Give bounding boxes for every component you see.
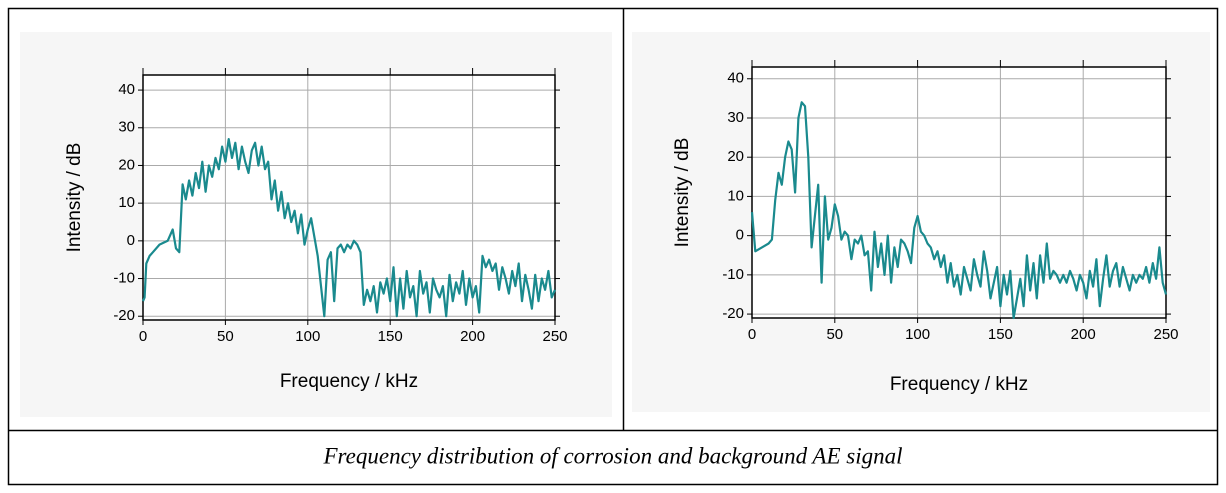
x-tick-label: 200 <box>460 328 485 345</box>
y-tick-label: -20 <box>113 307 135 324</box>
y-tick-label: 40 <box>727 70 744 87</box>
y-tick-label: -10 <box>722 266 744 283</box>
y-tick-label: 20 <box>727 148 744 165</box>
x-tick-label: 50 <box>217 328 234 345</box>
x-tick-label: 150 <box>988 326 1013 343</box>
y-tick-label: 20 <box>118 156 135 173</box>
plot-area <box>143 75 555 320</box>
y-tick-label: 10 <box>118 194 135 211</box>
y-axis-label: Intensity / dB <box>64 143 85 253</box>
data-line <box>750 101 1168 320</box>
y-tick-label: 0 <box>127 232 135 249</box>
y-tick-label: -20 <box>722 305 744 322</box>
plot-frame <box>142 74 556 321</box>
x-tick-label: 100 <box>905 326 930 343</box>
x-tick-label: 100 <box>295 328 320 345</box>
x-tick-label: 150 <box>378 328 403 345</box>
caption: Frequency distribution of corrosion and … <box>323 443 903 468</box>
table-border <box>7 7 1219 486</box>
data-line <box>141 138 557 318</box>
y-tick-label: 0 <box>736 227 744 244</box>
x-tick-label: 250 <box>542 328 567 345</box>
x-tick-label: 200 <box>1071 326 1096 343</box>
y-tick-label: -10 <box>113 270 135 287</box>
x-axis-label: Frequency / kHz <box>280 371 418 392</box>
x-tick-label: 50 <box>826 326 843 343</box>
y-tick-label: 40 <box>118 81 135 98</box>
y-axis-label: Intensity / dB <box>672 138 693 248</box>
x-tick-label: 0 <box>748 326 756 343</box>
y-tick-label: 30 <box>118 119 135 136</box>
plot-frame <box>751 66 1167 319</box>
x-tick-label: 0 <box>139 328 147 345</box>
y-tick-label: 30 <box>727 109 744 126</box>
x-tick-label: 250 <box>1153 326 1178 343</box>
y-tick-label: 10 <box>727 187 744 204</box>
x-axis-label: Frequency / kHz <box>890 374 1028 395</box>
